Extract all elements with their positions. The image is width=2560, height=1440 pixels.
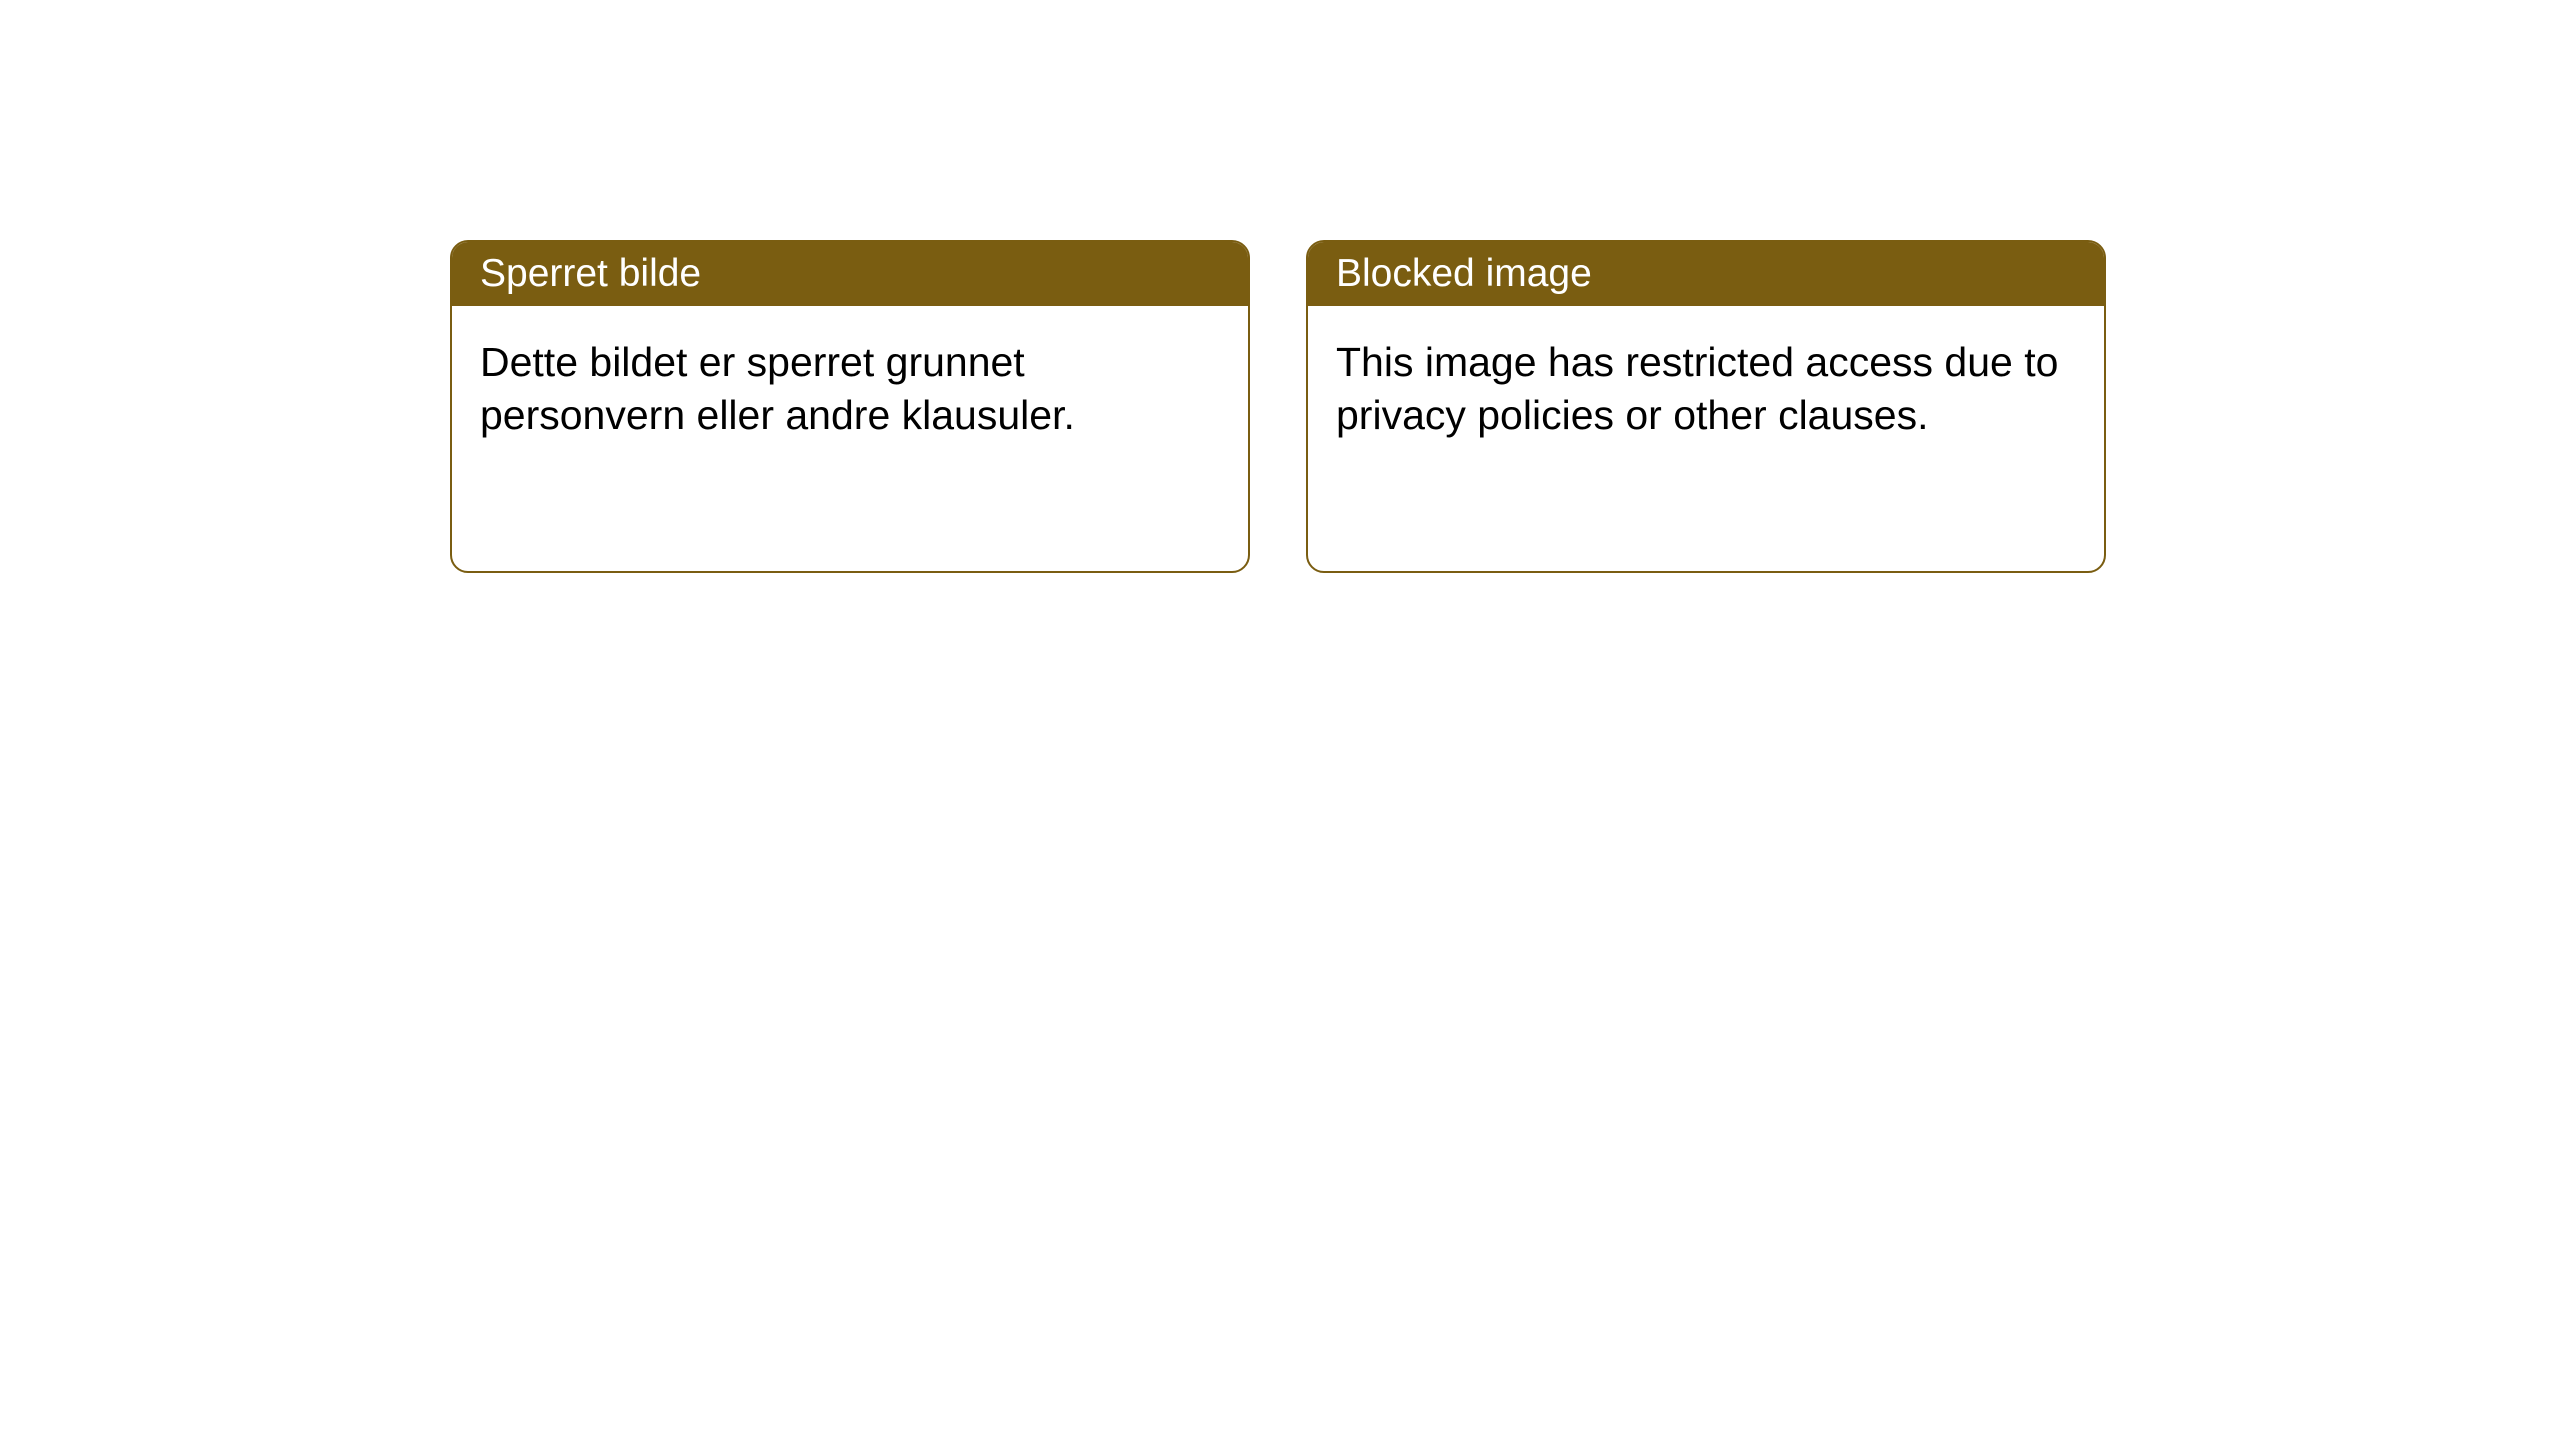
notice-body-text: Dette bildet er sperret grunnet personve… xyxy=(480,339,1075,438)
notice-title: Sperret bilde xyxy=(480,252,701,295)
notice-body: Dette bildet er sperret grunnet personve… xyxy=(452,306,1248,473)
notice-title: Blocked image xyxy=(1336,252,1592,295)
notice-box-norwegian: Sperret bilde Dette bildet er sperret gr… xyxy=(450,240,1250,573)
notice-body-text: This image has restricted access due to … xyxy=(1336,339,2058,438)
notice-header: Blocked image xyxy=(1308,242,2104,306)
notice-body: This image has restricted access due to … xyxy=(1308,306,2104,473)
notice-header: Sperret bilde xyxy=(452,242,1248,306)
notice-container: Sperret bilde Dette bildet er sperret gr… xyxy=(0,0,2560,573)
notice-box-english: Blocked image This image has restricted … xyxy=(1306,240,2106,573)
